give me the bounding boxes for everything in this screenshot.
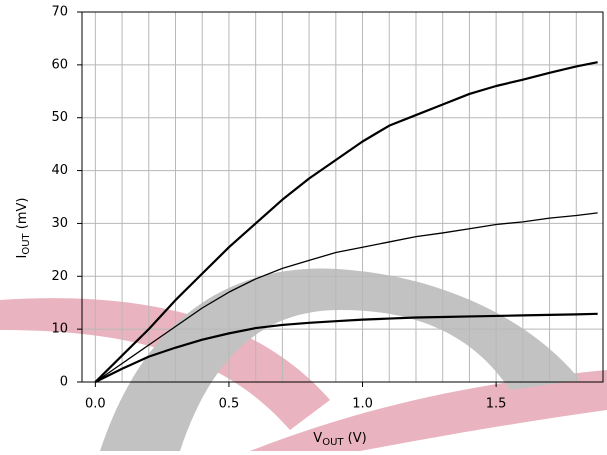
x-tick-label: 0.5 xyxy=(219,397,240,412)
x-label-unit: (V) xyxy=(344,431,367,446)
y-axis-label: IOUT (mV) xyxy=(15,198,33,259)
y-tick-label: 60 xyxy=(51,57,68,72)
x-axis-label: VOUT (V) xyxy=(313,431,366,449)
x-tick-label: 0.0 xyxy=(85,397,106,412)
line-series xyxy=(94,61,598,383)
y-label-main: I xyxy=(15,255,30,259)
line-series xyxy=(94,212,598,383)
plot-frame xyxy=(81,11,604,383)
x-tick-label: 1.5 xyxy=(486,397,507,412)
y-tick-label: 50 xyxy=(51,110,68,125)
y-label-unit: (mV) xyxy=(15,198,30,234)
x-tick-label: 1.0 xyxy=(352,397,373,412)
y-tick-label: 40 xyxy=(51,163,68,178)
x-label-sub: OUT xyxy=(322,437,344,448)
watermark xyxy=(0,268,607,451)
y-tick-label: 70 xyxy=(51,5,68,20)
y-tick-label: 0 xyxy=(60,375,68,390)
y-tick-label: 20 xyxy=(51,269,68,284)
y-label-sub: OUT xyxy=(21,232,32,254)
line-series xyxy=(94,312,598,383)
x-label-main: V xyxy=(313,431,322,446)
y-tick-label: 10 xyxy=(51,322,68,337)
y-tick-label: 30 xyxy=(51,216,68,231)
